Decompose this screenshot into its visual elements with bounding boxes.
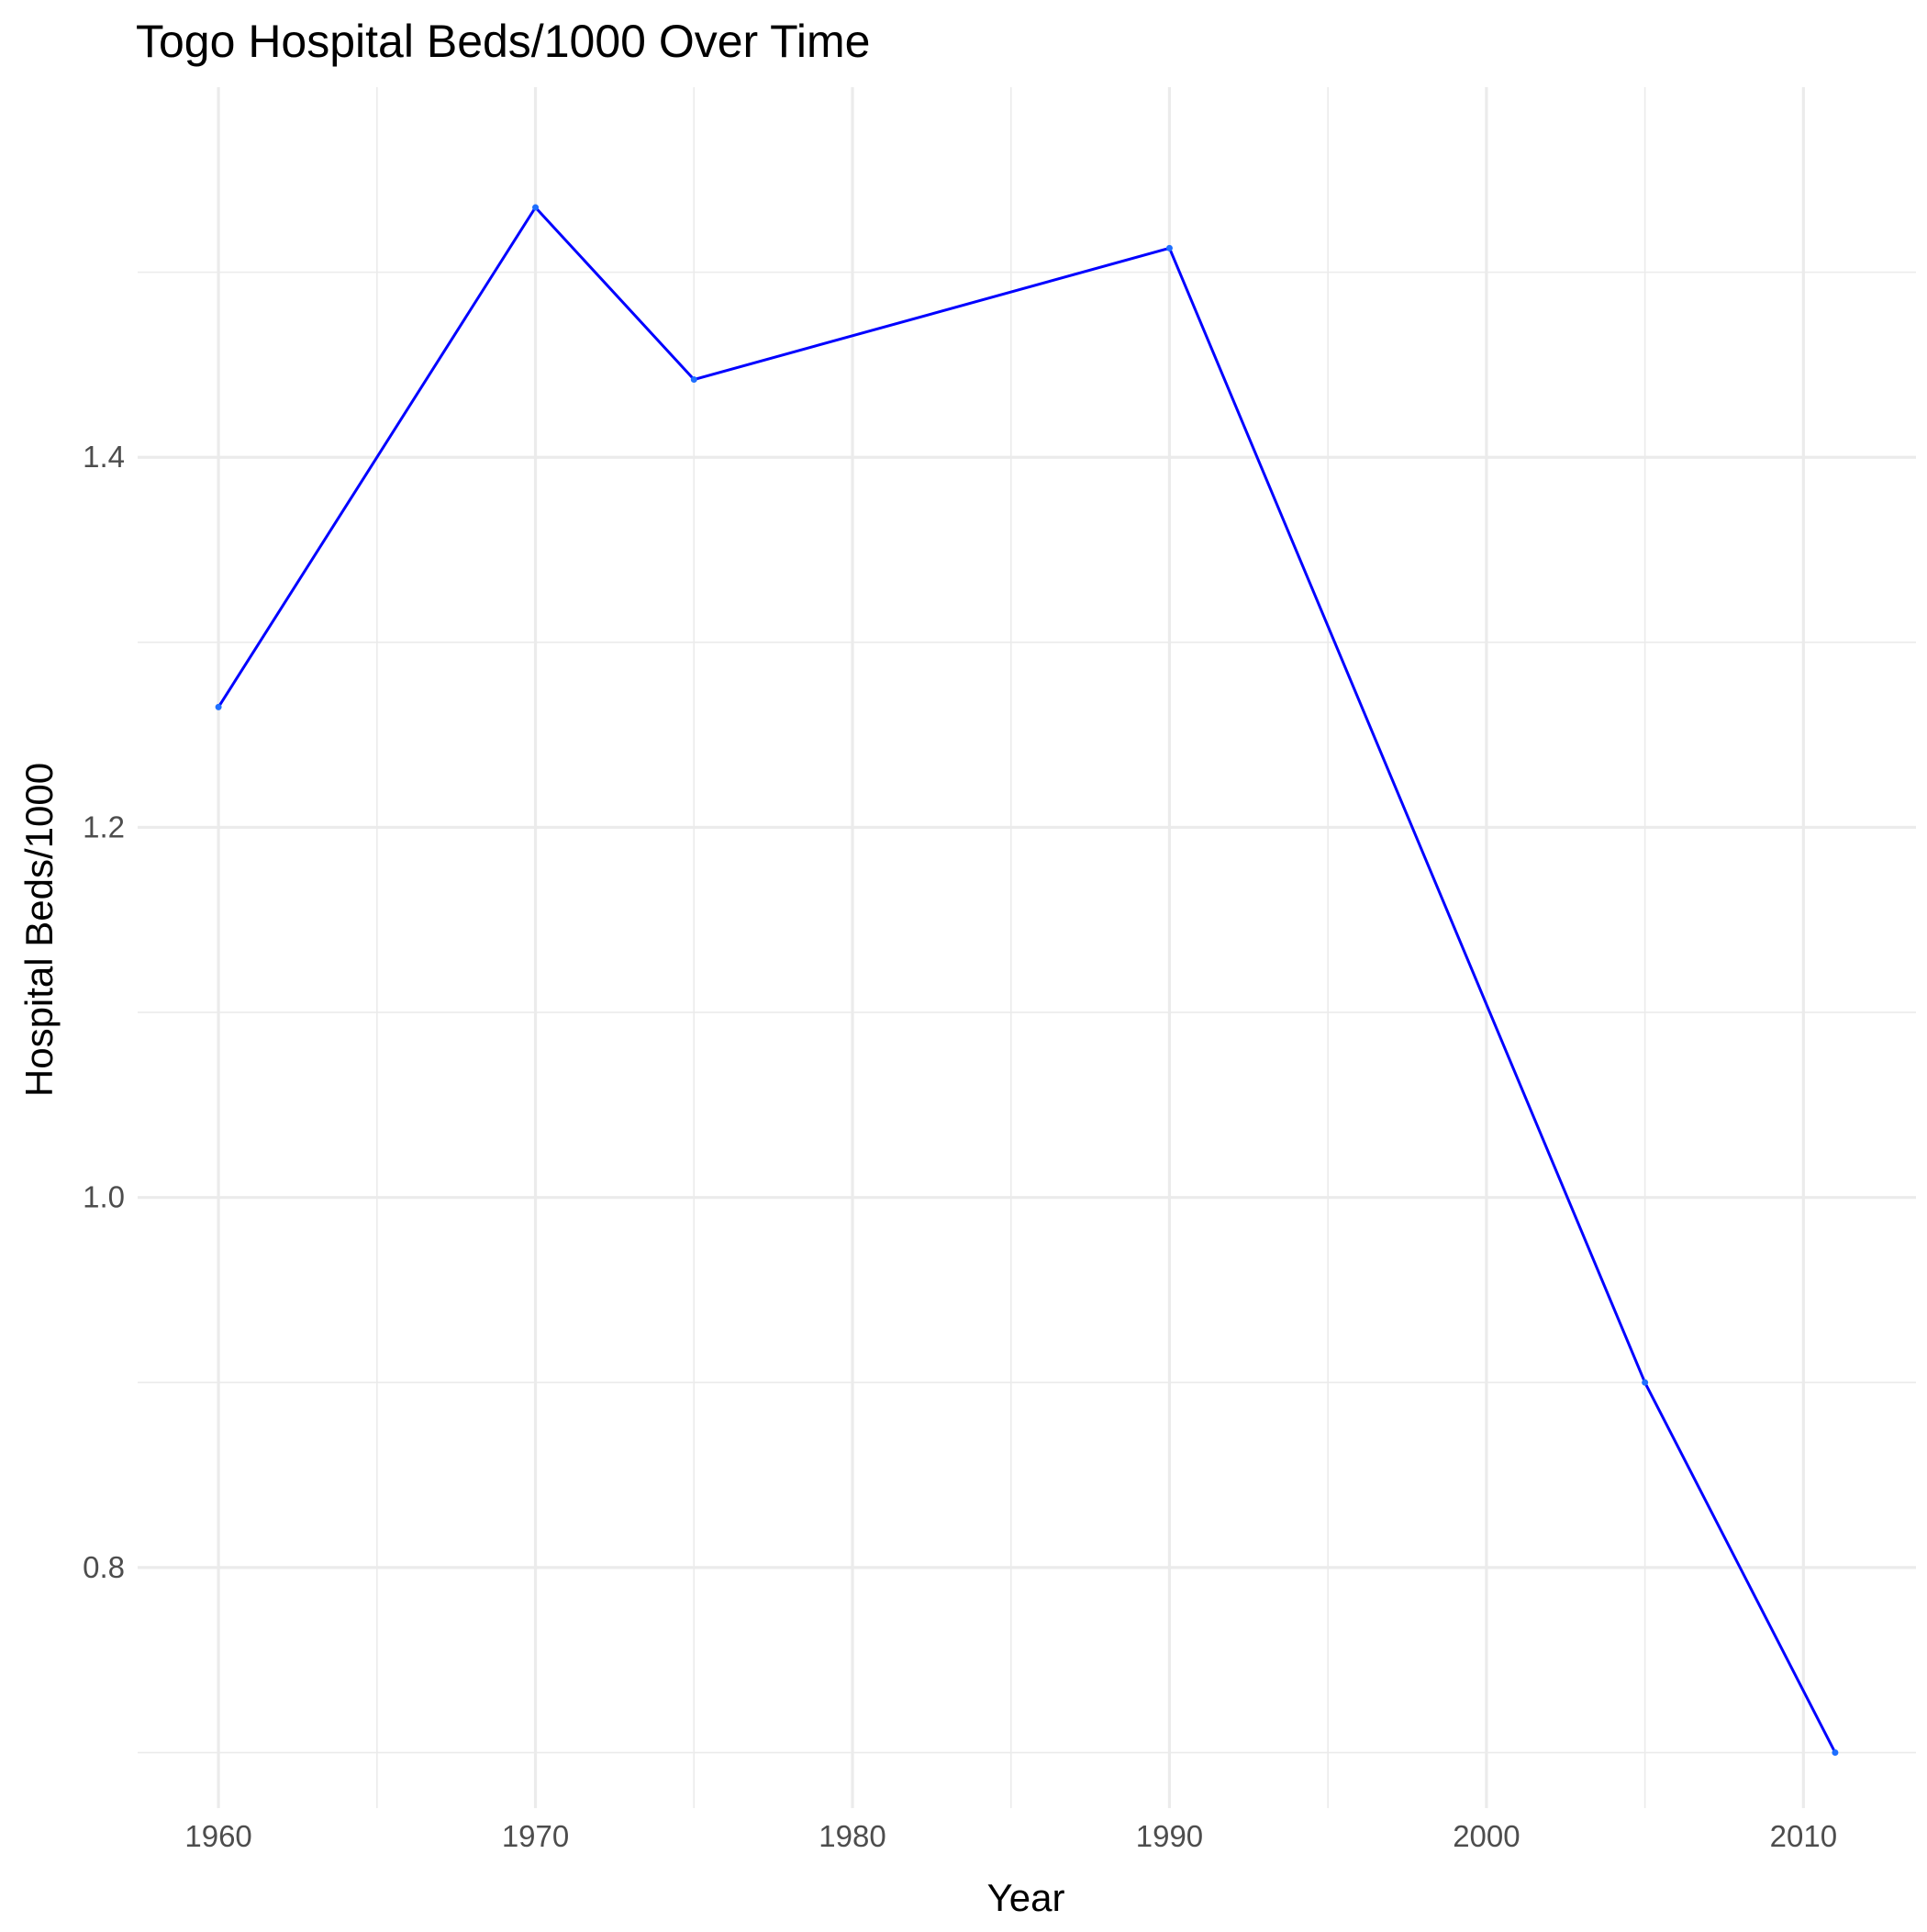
- data-point: [215, 703, 222, 710]
- y-tick-label: 1.0: [83, 1180, 125, 1214]
- series-line: [217, 206, 1837, 1754]
- data-point: [532, 204, 540, 211]
- x-tick-labels: 1960 1970 1980 1990 2000 2010: [184, 1819, 1837, 1853]
- data-point: [1832, 1749, 1839, 1757]
- series-layer: [215, 204, 1839, 1757]
- data-point: [690, 376, 697, 384]
- y-tick-label: 0.8: [83, 1550, 125, 1584]
- x-tick-label: 1980: [819, 1819, 886, 1853]
- x-tick-label: 2000: [1453, 1819, 1520, 1853]
- y-tick-labels: 0.8 1.0 1.2 1.4: [83, 440, 125, 1584]
- y-tick-label: 1.4: [83, 440, 125, 474]
- y-tick-label: 1.2: [83, 810, 125, 843]
- data-point: [1165, 244, 1173, 251]
- x-tick-label: 2010: [1770, 1819, 1837, 1853]
- x-tick-label: 1960: [184, 1819, 251, 1853]
- x-axis-title: Year: [987, 1876, 1065, 1919]
- x-tick-label: 1990: [1136, 1819, 1203, 1853]
- chart-title: Togo Hospital Beds/1000 Over Time: [136, 16, 870, 67]
- data-point: [1642, 1379, 1649, 1386]
- y-axis-title: Hospital Beds/1000: [17, 763, 61, 1097]
- grid-lines: [138, 87, 1916, 1808]
- x-tick-label: 1970: [502, 1819, 569, 1853]
